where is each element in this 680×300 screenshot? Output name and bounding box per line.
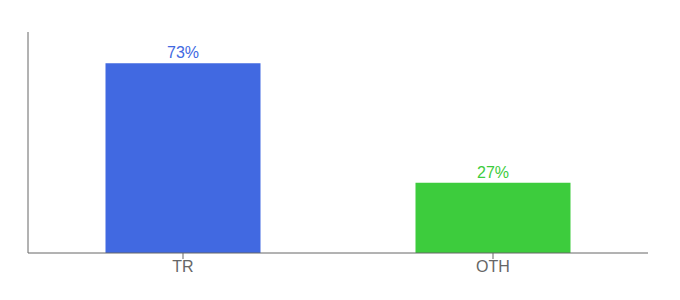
svg-text:27%: 27% [477, 164, 509, 181]
svg-text:73%: 73% [167, 44, 199, 61]
svg-text:TR: TR [172, 258, 193, 275]
svg-text:OTH: OTH [476, 258, 510, 275]
